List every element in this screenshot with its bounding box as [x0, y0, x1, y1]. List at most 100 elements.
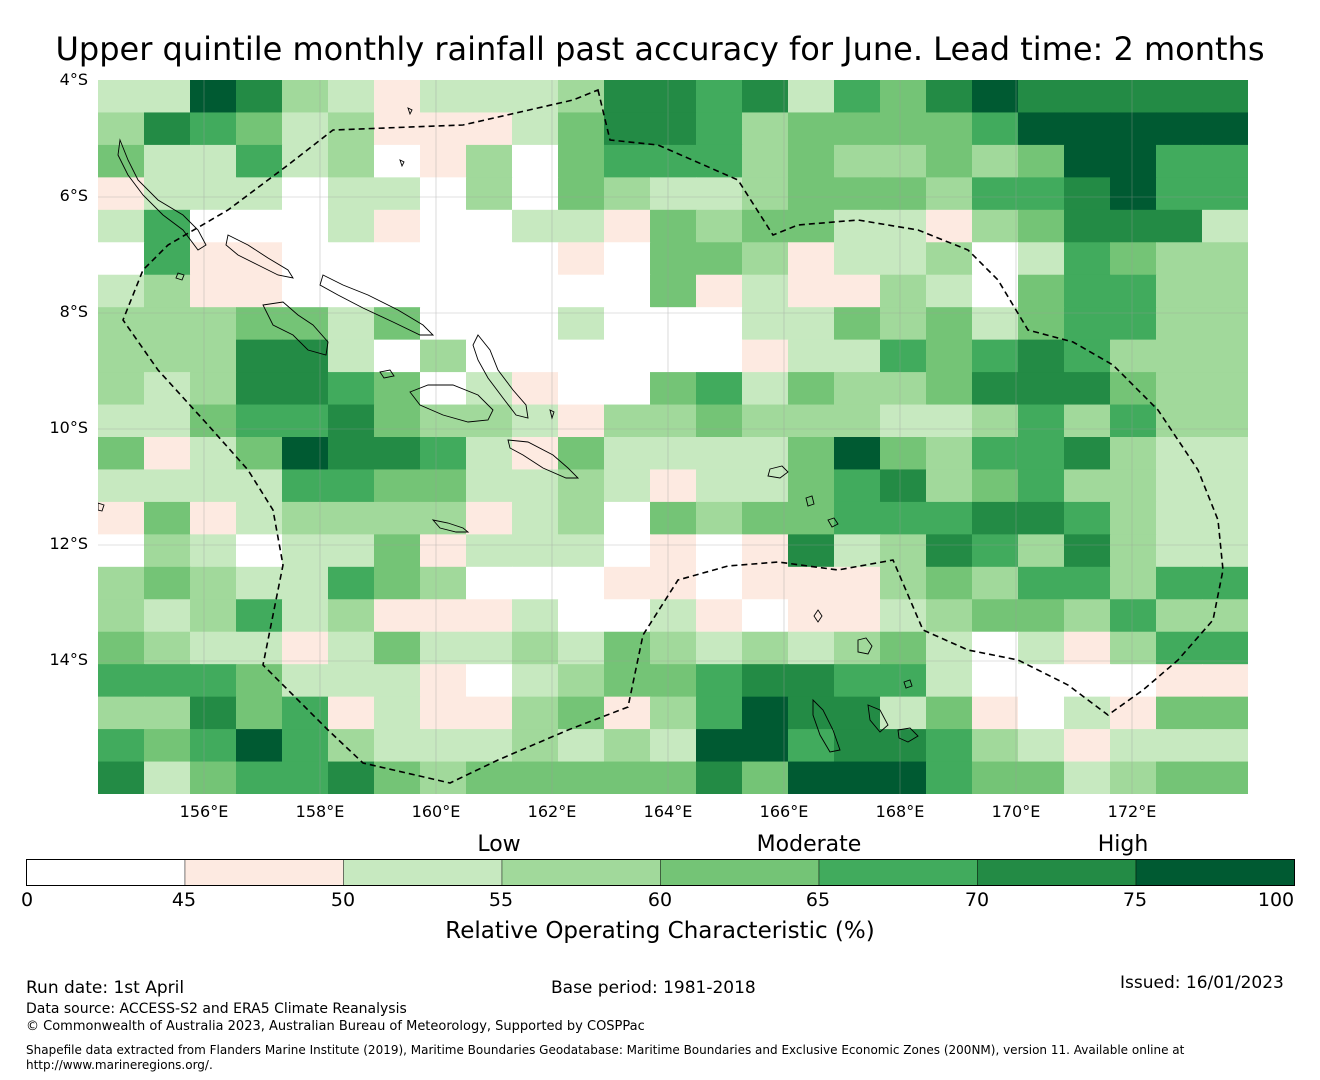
grid-cell: [788, 307, 835, 341]
grid-cell: [788, 144, 835, 178]
grid-cell: [1110, 631, 1157, 665]
grid-cell: [512, 566, 559, 600]
grid-cell: [696, 242, 743, 276]
grid-cell: [144, 339, 191, 373]
grid-cell: [880, 80, 927, 114]
grid-cell: [604, 437, 651, 471]
grid-cell: [788, 404, 835, 438]
data-source: Data source: ACCESS-S2 and ERA5 Climate …: [26, 1001, 407, 1017]
grid-cell: [98, 631, 145, 665]
torres-islands: [813, 609, 823, 623]
grid-cell: [742, 664, 789, 698]
grid-cell: [1156, 729, 1203, 763]
colorbar-segment: [343, 859, 503, 886]
grid-cell: [1110, 274, 1157, 308]
grid-cell: [328, 566, 375, 600]
grid-cell: [98, 112, 145, 146]
grid-cell: [558, 112, 605, 146]
grid-cell: [604, 761, 651, 794]
grid-cell: [328, 80, 375, 114]
grid-cell: [512, 144, 559, 178]
grid-cell: [696, 404, 743, 438]
grid-cell: [1018, 112, 1065, 146]
grid-cell: [972, 761, 1019, 794]
grid-cell: [328, 144, 375, 178]
grid-cell: [144, 80, 191, 114]
grid-cell: [1156, 631, 1203, 665]
grid-cell: [328, 761, 375, 794]
grid-cell: [236, 274, 283, 308]
grid-cell: [144, 372, 191, 406]
grid-cell: [98, 761, 145, 794]
grid-cell: [834, 242, 881, 276]
grid-cell: [696, 566, 743, 600]
grid-cell: [190, 599, 237, 633]
grid-cell: [880, 242, 927, 276]
grid-cell: [236, 307, 283, 341]
grid-cell: [1202, 437, 1248, 471]
colorbar-segment: [26, 859, 186, 886]
grid-cell: [144, 404, 191, 438]
small-islet-8: [549, 409, 555, 420]
grid-cell: [282, 437, 329, 471]
accuracy-grid-cells: [98, 80, 1248, 794]
grid-cell: [696, 372, 743, 406]
grid-cell: [834, 209, 881, 243]
grid-cell: [282, 729, 329, 763]
grid-cell: [236, 372, 283, 406]
lon-label-156e: 156°E: [179, 802, 229, 821]
grid-cell: [742, 761, 789, 794]
grid-cell: [374, 372, 421, 406]
grid-cell: [512, 177, 559, 211]
grid-cell: [558, 80, 605, 114]
grid-cell: [788, 761, 835, 794]
shapefile-url: http://www.marineregions.org/.: [26, 1058, 213, 1072]
grid-cell: [604, 631, 651, 665]
grid-cell: [972, 729, 1019, 763]
cb-tick-75: 75: [1122, 889, 1148, 911]
grid-cell: [98, 339, 145, 373]
grid-cell: [834, 112, 881, 146]
grid-cell: [696, 209, 743, 243]
grid-cell: [1018, 144, 1065, 178]
grid-cell: [1156, 307, 1203, 341]
grid-cell: [512, 274, 559, 308]
grid-cell: [926, 761, 973, 794]
grid-cell: [926, 664, 973, 698]
cb-tick-60: 60: [647, 889, 673, 911]
grid-cell: [834, 177, 881, 211]
lon-label-162e: 162°E: [527, 802, 577, 821]
grid-cell: [1064, 177, 1111, 211]
grid-cell: [788, 469, 835, 503]
grid-cell: [604, 177, 651, 211]
grid-cell: [374, 469, 421, 503]
grid-cell: [742, 534, 789, 568]
grid-cell: [1202, 534, 1248, 568]
grid-cell: [1202, 242, 1248, 276]
grid-cell: [1110, 307, 1157, 341]
grid-cell: [98, 729, 145, 763]
grid-cell: [880, 437, 927, 471]
grid-cell: [1018, 696, 1065, 730]
grid-cell: [788, 339, 835, 373]
grid-cell: [144, 566, 191, 600]
grid-cell: [282, 761, 329, 794]
grid-cell: [144, 599, 191, 633]
grid-cell: [696, 80, 743, 114]
grid-cell: [972, 144, 1019, 178]
grid-cell: [742, 307, 789, 341]
grid-cell: [558, 372, 605, 406]
grid-cell: [742, 372, 789, 406]
grid-cell: [972, 599, 1019, 633]
grid-cell: [650, 112, 697, 146]
grid-cell: [466, 696, 513, 730]
makira-island: [507, 439, 580, 479]
grid-cell: [328, 599, 375, 633]
grid-cell: [328, 177, 375, 211]
grid-cell: [1110, 372, 1157, 406]
grid-cell: [742, 599, 789, 633]
grid-cell: [190, 631, 237, 665]
grid-cell: [512, 209, 559, 243]
grid-cell: [282, 339, 329, 373]
grid-cell: [328, 729, 375, 763]
